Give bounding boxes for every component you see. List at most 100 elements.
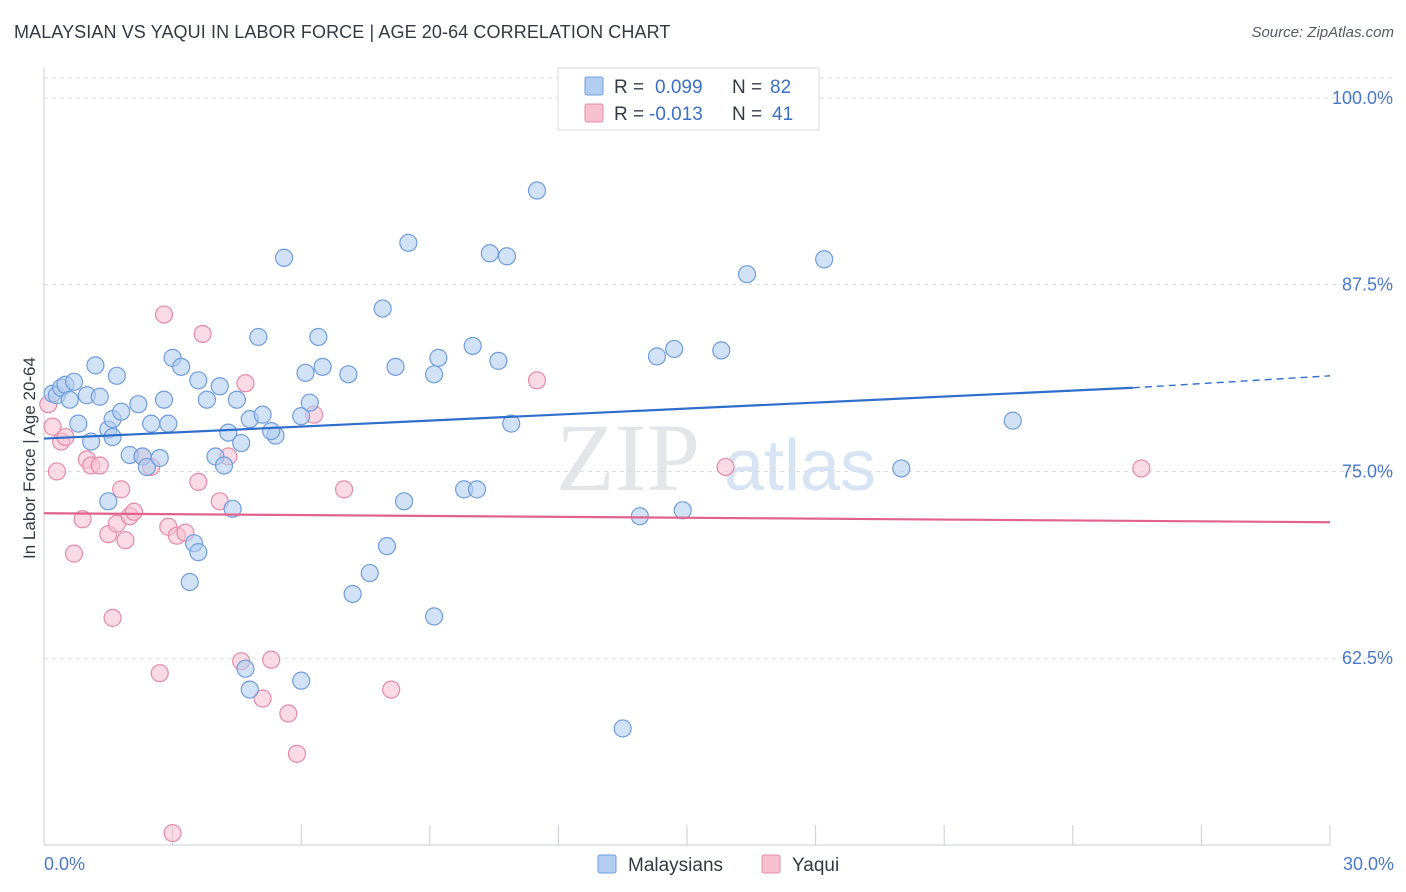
bottom-legend-swatch-yaqui bbox=[761, 854, 781, 874]
malaysians-point bbox=[69, 414, 88, 433]
yaqui-point bbox=[116, 531, 135, 550]
x-tick-label-max: 30.0% bbox=[1343, 854, 1394, 874]
yaqui-point bbox=[279, 704, 298, 723]
malaysians-point bbox=[424, 607, 444, 626]
malaysians-point bbox=[630, 507, 649, 526]
malaysians-point bbox=[129, 395, 148, 414]
malaysians-point bbox=[399, 233, 418, 252]
malaysians-point bbox=[253, 405, 272, 424]
malaysians-point bbox=[737, 265, 757, 284]
yaqui-point bbox=[112, 480, 131, 499]
malaysians-point bbox=[489, 351, 508, 370]
yaqui-point bbox=[43, 417, 62, 436]
malaysians-point bbox=[373, 299, 392, 318]
legend-r-value-yaqui: -0.013 bbox=[649, 104, 703, 125]
malaysians-point bbox=[249, 327, 268, 347]
watermark-zip: ZIP bbox=[556, 404, 700, 511]
malaysians-point bbox=[189, 371, 208, 390]
malaysians-point bbox=[262, 421, 281, 441]
y-tick-label: 62.5% bbox=[1342, 648, 1393, 668]
malaysians-point bbox=[647, 347, 667, 366]
malaysians-point bbox=[112, 402, 131, 421]
malaysians-point bbox=[343, 584, 362, 604]
yaqui-point bbox=[1132, 459, 1151, 478]
yaqui-point bbox=[716, 457, 735, 477]
legend-n-value-malaysians: 82 bbox=[770, 77, 791, 98]
y-axis-label: In Labor Force | Age 20-64 bbox=[20, 357, 39, 559]
malaysians-point bbox=[360, 563, 379, 583]
malaysians-point bbox=[103, 427, 122, 447]
malaysians-point bbox=[219, 423, 238, 442]
legend-swatch-malaysians bbox=[584, 76, 604, 96]
malaysians-point bbox=[189, 543, 208, 562]
malaysians-point bbox=[197, 390, 216, 409]
yaqui-point bbox=[154, 305, 174, 324]
malaysians-point bbox=[107, 366, 126, 385]
malaysians-point bbox=[892, 459, 911, 478]
yaqui-point bbox=[103, 608, 122, 627]
malaysians-point bbox=[90, 387, 109, 406]
malaysians-point bbox=[236, 659, 255, 678]
yaqui-point bbox=[64, 544, 84, 563]
malaysians-point bbox=[712, 341, 731, 360]
malaysians-point bbox=[150, 448, 169, 468]
yaqui-point bbox=[189, 472, 208, 492]
malaysians-point bbox=[502, 414, 521, 433]
yaqui-trend-line bbox=[43, 512, 1331, 524]
yaqui-point bbox=[236, 374, 255, 393]
malaysians-trend-extension bbox=[1132, 375, 1331, 389]
malaysians-point bbox=[386, 357, 405, 376]
legend-r-label-yaqui: R = bbox=[614, 104, 644, 125]
bottom-legend-label-yaqui: Yaqui bbox=[792, 855, 839, 876]
yaqui-point bbox=[262, 650, 281, 669]
malaysians-point bbox=[154, 390, 174, 409]
series-legend: Malaysians Yaqui bbox=[597, 854, 839, 876]
yaqui-point bbox=[253, 689, 272, 708]
x-tick-label-min: 0.0% bbox=[44, 854, 85, 874]
malaysians-point bbox=[274, 248, 294, 267]
chart-title: MALAYSIAN VS YAQUI IN LABOR FORCE | AGE … bbox=[14, 22, 671, 42]
malaysians-point bbox=[210, 377, 229, 396]
malaysians-point bbox=[232, 433, 251, 453]
legend-n-label-yaqui: N = bbox=[732, 104, 762, 125]
malaysians-point bbox=[613, 719, 632, 738]
yaqui-point bbox=[124, 502, 144, 521]
malaysians-point bbox=[214, 456, 234, 475]
malaysians-point bbox=[480, 244, 499, 263]
yaqui-point bbox=[163, 823, 182, 843]
malaysians-point bbox=[159, 414, 178, 433]
legend-n-value-yaqui: 41 bbox=[772, 104, 793, 125]
malaysians-point bbox=[240, 680, 259, 699]
yaqui-point bbox=[47, 462, 66, 481]
axes bbox=[43, 68, 1331, 846]
malaysians-points bbox=[43, 181, 1022, 738]
yaqui-point bbox=[150, 664, 169, 683]
malaysians-point bbox=[142, 414, 161, 433]
source-label: Source: ZipAtlas.com bbox=[1251, 24, 1394, 41]
malaysians-point bbox=[137, 457, 156, 477]
legend-r-label-malaysians: R = bbox=[614, 77, 644, 98]
malaysians-point bbox=[665, 339, 684, 359]
yaqui-point bbox=[73, 510, 92, 529]
malaysians-point bbox=[172, 357, 191, 376]
malaysians-point bbox=[180, 572, 199, 592]
malaysians-point bbox=[1003, 411, 1022, 430]
malaysians-point bbox=[313, 357, 332, 376]
trend-lines bbox=[43, 375, 1331, 524]
malaysians-point bbox=[463, 336, 482, 356]
watermark-atlas: atlas bbox=[724, 426, 876, 506]
legend-r-value-malaysians: 0.099 bbox=[655, 77, 703, 98]
y-tick-label: 75.0% bbox=[1342, 461, 1393, 481]
malaysians-point bbox=[227, 390, 246, 409]
malaysians-point bbox=[60, 390, 79, 409]
bottom-legend-label-malaysians: Malaysians bbox=[628, 855, 723, 876]
malaysians-point bbox=[292, 407, 311, 426]
malaysians-point bbox=[292, 671, 311, 690]
malaysians-point bbox=[497, 247, 517, 266]
legend-swatch-yaqui bbox=[584, 103, 604, 123]
malaysians-point bbox=[64, 372, 84, 391]
bottom-legend-swatch-malaysians bbox=[597, 854, 617, 874]
grid-lines bbox=[44, 77, 1394, 659]
malaysians-point bbox=[673, 501, 692, 520]
